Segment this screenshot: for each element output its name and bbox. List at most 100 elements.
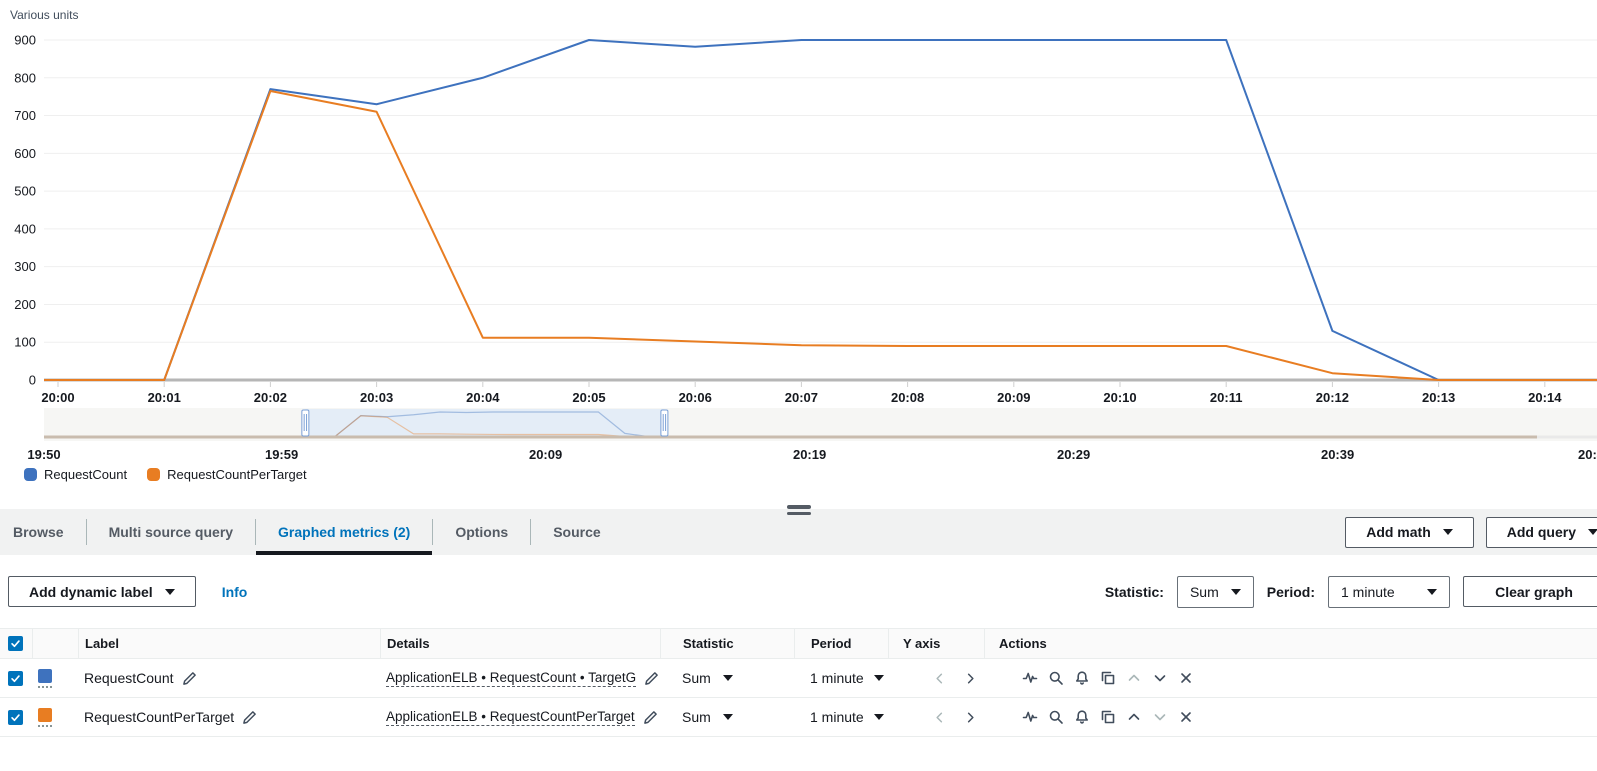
svg-text:20:00: 20:00 bbox=[41, 390, 74, 405]
move-up-icon[interactable] bbox=[1126, 709, 1142, 725]
metrics-chart[interactable]: 0 100 200 300 400 500 600 700 800 900 20:00 20:01 20… bbox=[0, 0, 1597, 462]
chevron-down-icon bbox=[722, 675, 733, 681]
tab-source[interactable]: Source bbox=[553, 524, 601, 540]
metrics-panel: Browse Multi source query Graphed metric… bbox=[0, 505, 1597, 737]
edit-label-pencil-icon[interactable] bbox=[182, 671, 197, 686]
svg-text:20:11: 20:11 bbox=[1210, 390, 1243, 405]
svg-text:19:59: 19:59 bbox=[265, 447, 298, 462]
panel-resize-handle-icon[interactable] bbox=[785, 503, 813, 517]
tab-options[interactable]: Options bbox=[455, 524, 509, 540]
row-period-select[interactable]: 1 minute bbox=[794, 670, 888, 686]
chevron-down-icon bbox=[874, 714, 884, 720]
info-link[interactable]: Info bbox=[221, 583, 248, 600]
search-icon[interactable] bbox=[1048, 670, 1064, 686]
svg-text:20:13: 20:13 bbox=[1422, 390, 1455, 405]
tab-graphed-metrics[interactable]: Graphed metrics (2) bbox=[256, 509, 432, 555]
svg-text:20:10: 20:10 bbox=[1103, 390, 1136, 405]
svg-text:20:01: 20:01 bbox=[148, 390, 181, 405]
svg-text:19:50: 19:50 bbox=[27, 447, 60, 462]
yaxis-column-header: Y axis bbox=[888, 629, 984, 658]
edit-label-pencil-icon[interactable] bbox=[242, 710, 257, 725]
svg-text:20:19: 20:19 bbox=[793, 447, 826, 462]
pulse-icon[interactable] bbox=[1022, 709, 1038, 725]
svg-text:20:02: 20:02 bbox=[254, 390, 287, 405]
alarm-bell-icon[interactable] bbox=[1074, 709, 1090, 725]
search-icon[interactable] bbox=[1048, 709, 1064, 725]
tab-separator bbox=[85, 519, 87, 545]
table-row: RequestCountPerTarget ApplicationELB • R… bbox=[0, 698, 1597, 737]
svg-text:20:4: 20:4 bbox=[1578, 447, 1597, 462]
move-down-icon[interactable] bbox=[1152, 670, 1168, 686]
chart-legend: RequestCount RequestCountPerTarget bbox=[24, 467, 1597, 482]
svg-text:600: 600 bbox=[14, 146, 36, 161]
svg-text:400: 400 bbox=[14, 221, 36, 236]
move-up-icon[interactable] bbox=[1126, 670, 1142, 686]
add-query-button[interactable]: Add query bbox=[1485, 516, 1597, 548]
actions-column-header: Actions bbox=[984, 629, 1597, 658]
statistic-column-header: Statistic bbox=[660, 629, 794, 658]
svg-text:0: 0 bbox=[29, 373, 36, 388]
remove-metric-icon[interactable] bbox=[1178, 709, 1194, 725]
tab-separator bbox=[255, 519, 257, 545]
row-checkbox[interactable] bbox=[8, 670, 23, 686]
pulse-icon[interactable] bbox=[1022, 670, 1038, 686]
metric-details[interactable]: ApplicationELB • RequestCountPerTarget bbox=[386, 708, 635, 726]
metric-color-picker[interactable] bbox=[38, 668, 52, 688]
period-select[interactable]: 1 minute bbox=[1328, 575, 1450, 608]
period-label: Period: bbox=[1266, 583, 1315, 600]
duplicate-icon[interactable] bbox=[1100, 670, 1116, 686]
chevron-down-icon bbox=[1230, 588, 1241, 595]
add-dynamic-label-button[interactable]: Add dynamic label bbox=[8, 576, 196, 607]
svg-text:20:06: 20:06 bbox=[679, 390, 712, 405]
edit-details-pencil-icon[interactable] bbox=[643, 710, 658, 725]
select-all-checkbox[interactable] bbox=[8, 636, 23, 651]
remove-metric-icon[interactable] bbox=[1178, 670, 1194, 686]
add-math-button[interactable]: Add math bbox=[1345, 516, 1474, 548]
metrics-toolbar: Add dynamic label Info Statistic: Sum Pe… bbox=[0, 555, 1597, 628]
row-checkbox[interactable] bbox=[8, 709, 23, 725]
svg-text:20:12: 20:12 bbox=[1316, 390, 1349, 405]
yaxis-left-icon[interactable] bbox=[932, 710, 947, 725]
legend-label: RequestCount bbox=[44, 467, 128, 482]
metric-details[interactable]: ApplicationELB • RequestCount • TargetG bbox=[386, 669, 637, 687]
legend-color-dot bbox=[24, 468, 37, 481]
svg-text:200: 200 bbox=[14, 297, 36, 312]
metric-color-picker[interactable] bbox=[38, 707, 52, 727]
svg-text:20:08: 20:08 bbox=[891, 390, 924, 405]
tab-browse[interactable]: Browse bbox=[13, 524, 64, 540]
yaxis-right-icon[interactable] bbox=[963, 671, 978, 686]
row-period-select[interactable]: 1 minute bbox=[794, 709, 888, 725]
chevron-down-icon bbox=[1588, 529, 1597, 535]
table-header-row: Label Details Statistic Period Y axis Ac… bbox=[0, 628, 1597, 659]
svg-text:20:09: 20:09 bbox=[997, 390, 1030, 405]
metric-label: RequestCountPerTarget bbox=[84, 709, 235, 725]
tab-separator bbox=[530, 519, 532, 545]
alarm-bell-icon[interactable] bbox=[1074, 670, 1090, 686]
legend-label: RequestCountPerTarget bbox=[167, 467, 307, 482]
chart-unit-label: Various units bbox=[10, 8, 79, 22]
move-down-icon[interactable] bbox=[1152, 709, 1168, 725]
svg-text:800: 800 bbox=[14, 70, 36, 85]
yaxis-left-icon[interactable] bbox=[932, 671, 947, 686]
statistic-select[interactable]: Sum bbox=[1176, 575, 1254, 608]
legend-item-requestcount[interactable]: RequestCount bbox=[24, 467, 127, 482]
graphed-metrics-table: Label Details Statistic Period Y axis Ac… bbox=[0, 628, 1597, 737]
yaxis-right-icon[interactable] bbox=[963, 710, 978, 725]
chevron-down-icon bbox=[1442, 529, 1453, 535]
svg-text:20:07: 20:07 bbox=[785, 390, 818, 405]
svg-text:100: 100 bbox=[14, 335, 36, 350]
chart-section: Various units 0 100 200 300 400 500 600 700 800 9… bbox=[0, 0, 1597, 482]
svg-text:20:03: 20:03 bbox=[360, 390, 393, 405]
metric-label: RequestCount bbox=[84, 670, 174, 686]
tab-multi-source-query[interactable]: Multi source query bbox=[108, 524, 234, 540]
legend-color-dot bbox=[147, 468, 161, 481]
color-column-header bbox=[32, 629, 78, 658]
svg-text:500: 500 bbox=[14, 184, 36, 199]
row-statistic-select[interactable]: Sum bbox=[660, 709, 794, 725]
legend-item-requestcountpertarget[interactable]: RequestCountPerTarget bbox=[147, 467, 307, 482]
svg-text:20:04: 20:04 bbox=[466, 390, 500, 405]
clear-graph-button[interactable]: Clear graph bbox=[1463, 576, 1597, 607]
row-statistic-select[interactable]: Sum bbox=[660, 670, 794, 686]
duplicate-icon[interactable] bbox=[1100, 709, 1116, 725]
edit-details-pencil-icon[interactable] bbox=[644, 671, 659, 686]
